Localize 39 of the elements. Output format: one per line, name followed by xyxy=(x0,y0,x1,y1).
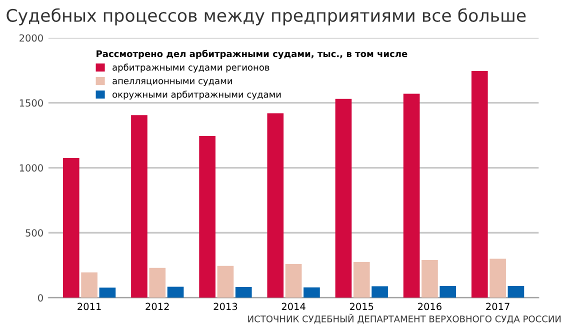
legend-title: Рассмотрено дел арбитражными судами, тыс., в том числе xyxy=(96,50,408,59)
bar xyxy=(217,266,234,298)
legend-label: окружными арбитражными судами xyxy=(112,90,281,100)
bar xyxy=(199,136,216,298)
legend-label: арбитражными судами регионов xyxy=(112,64,270,72)
bar xyxy=(440,286,456,298)
bar xyxy=(490,258,506,298)
bar xyxy=(285,264,302,298)
x-tick-label: 2015 xyxy=(350,302,374,310)
y-tick-label: 500 xyxy=(26,229,43,237)
text: ИСТОЧНИК СУДЕБНЫЙ ДЕПАРТАМЕНТ ВЕРХОВНОГО СУДА РОССИИ xyxy=(248,314,561,324)
bar xyxy=(149,268,166,298)
y-tick-label: 1500 xyxy=(20,99,43,107)
x-tick-label: 2016 xyxy=(418,302,442,310)
bar xyxy=(167,286,184,298)
bar xyxy=(422,260,438,298)
bar xyxy=(471,70,488,298)
x-tick-label: 2013 xyxy=(214,302,238,310)
bar xyxy=(235,286,252,298)
x-tick-label: 2011 xyxy=(78,302,101,310)
bar xyxy=(372,286,388,298)
bar xyxy=(403,94,420,298)
bar xyxy=(131,115,148,298)
y-tick-label: 1000 xyxy=(20,164,43,172)
y-tick-label: 2000 xyxy=(20,34,43,42)
y-tick-label: 0 xyxy=(38,294,43,302)
chart-title: Судебных процессов между предприятиями все больше xyxy=(6,8,526,26)
bar xyxy=(508,286,524,298)
bar xyxy=(267,113,284,298)
bar xyxy=(335,98,352,298)
bar xyxy=(353,262,370,298)
x-tick-label: 2012 xyxy=(146,302,169,310)
bar xyxy=(99,288,116,298)
x-tick-label: 2014 xyxy=(282,302,306,310)
x-tick-label: 2017 xyxy=(486,302,510,310)
bar xyxy=(304,287,320,298)
bar xyxy=(81,272,98,298)
legend-label: апелляционными судами xyxy=(112,79,232,86)
bar xyxy=(62,158,80,298)
